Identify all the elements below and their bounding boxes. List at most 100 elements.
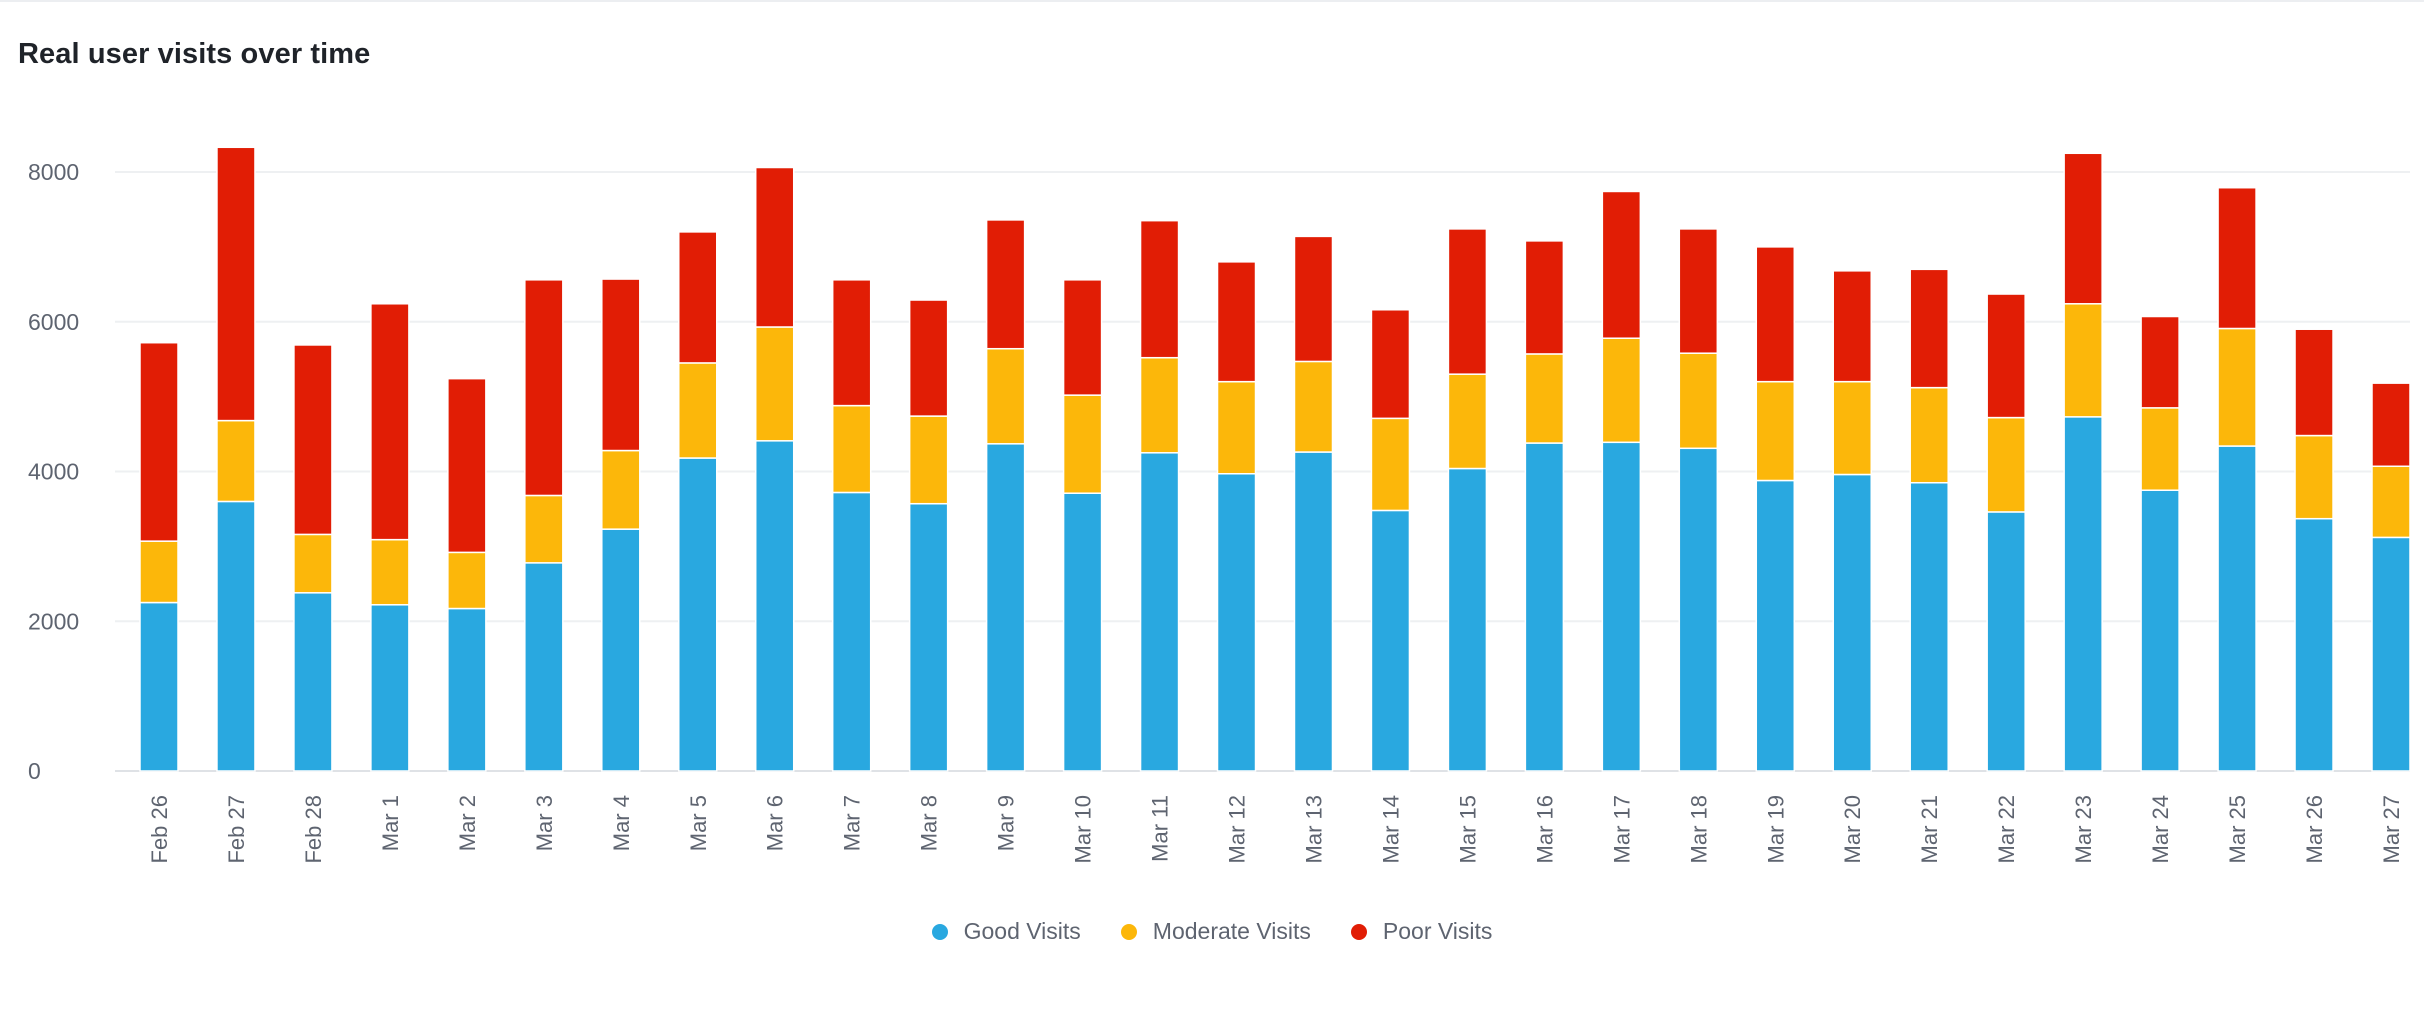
bar-segment <box>1216 380 1257 475</box>
bar-stack <box>139 341 179 772</box>
bar-stack <box>678 231 718 772</box>
x-tick-label: Feb 28 <box>301 795 326 864</box>
bar-segment <box>1216 261 1257 383</box>
bar-segment <box>1139 356 1180 454</box>
bar-segment <box>293 344 333 536</box>
bar-segment <box>601 278 641 452</box>
bar-stack <box>524 279 564 772</box>
bar-stack <box>1755 246 1796 772</box>
bar-segment <box>1832 380 1872 476</box>
legend-item[interactable]: Moderate Visits <box>1120 918 1311 945</box>
bar-segment <box>1062 394 1103 494</box>
bar-segment <box>293 592 333 772</box>
grid-lines <box>115 171 2410 772</box>
bar-segment <box>2063 152 2103 305</box>
x-tick-label: Mar 19 <box>1763 795 1788 863</box>
bar-segment <box>524 562 564 772</box>
bar-segment <box>1370 309 1411 420</box>
x-tick-label: Mar 3 <box>532 795 557 851</box>
bar-segment <box>1139 219 1180 359</box>
bar-stack <box>1293 235 1334 772</box>
bar-stack <box>2217 186 2257 772</box>
chart-title: Real user visits over time <box>18 38 371 70</box>
bar-segment <box>2294 434 2334 520</box>
x-tick-label: Mar 11 <box>1148 795 1173 862</box>
x-tick-label: Mar 20 <box>1840 795 1865 863</box>
x-tick-label: Mar 26 <box>2302 795 2327 863</box>
bar-stack <box>908 299 949 772</box>
bar-segment <box>447 551 487 610</box>
bar-segment <box>908 502 949 772</box>
x-tick-label: Mar 15 <box>1455 795 1480 863</box>
bar-segment <box>2217 327 2257 447</box>
bar-segment <box>1447 228 1488 375</box>
bar-segment <box>1524 442 1565 772</box>
bar-segment <box>2063 303 2103 418</box>
bar-segment <box>2217 186 2257 330</box>
y-tick-label: 6000 <box>28 309 79 335</box>
x-tick-label: Mar 10 <box>1071 795 1096 863</box>
bar-segment <box>524 279 564 497</box>
bar-stack <box>1601 190 1642 772</box>
bar-segment <box>2371 465 2411 539</box>
bar-stack <box>370 303 410 772</box>
bar-segment <box>1986 511 2026 772</box>
x-tick-label: Feb 27 <box>224 795 249 864</box>
bar-segment <box>1370 417 1411 512</box>
bar-segment <box>1909 386 1949 484</box>
top-divider <box>0 0 2424 2</box>
bar-stack <box>1062 279 1103 772</box>
legend-dot-icon <box>931 923 948 940</box>
bar-segment <box>1293 235 1334 363</box>
x-tick-label: Mar 9 <box>994 795 1019 851</box>
bar-segment <box>1755 479 1796 772</box>
bar-stack <box>1832 270 1872 772</box>
bar-segment <box>831 404 872 494</box>
bar-segment <box>1832 473 1872 772</box>
legend-label: Good Visits <box>963 918 1081 944</box>
x-tick-label: Mar 25 <box>2225 795 2250 863</box>
bar-segment <box>678 362 718 459</box>
bar-segment <box>2294 328 2334 437</box>
bar-segment <box>139 540 179 604</box>
chart-legend: Good Visits Moderate Visits Poor Visits <box>0 918 2424 945</box>
bar-stack <box>1524 240 1565 772</box>
legend-dot-icon <box>1350 923 1367 940</box>
bar-segment <box>370 303 410 541</box>
bar-segment <box>1909 481 1949 772</box>
bar-segment <box>370 604 410 772</box>
bar-segment <box>1678 228 1719 354</box>
bar-segment <box>1678 352 1719 450</box>
bar-segment <box>216 419 256 503</box>
x-tick-label: Mar 22 <box>1994 795 2019 863</box>
x-tick-label: Mar 27 <box>2379 795 2404 863</box>
bar-stack <box>1447 228 1488 772</box>
bar-segment <box>2294 517 2334 772</box>
bar-segment <box>447 607 487 772</box>
bar-stack <box>447 377 487 772</box>
x-tick-label: Mar 16 <box>1532 795 1557 863</box>
y-tick-label: 0 <box>28 758 41 784</box>
bar-segment <box>2140 489 2180 772</box>
bar-stack <box>831 279 872 772</box>
bar-stack <box>1216 261 1257 772</box>
x-tick-label: Mar 8 <box>917 795 942 851</box>
bar-segment <box>908 299 949 417</box>
bar-stack <box>601 278 641 772</box>
bar-segment <box>524 494 564 564</box>
legend-item[interactable]: Good Visits <box>931 918 1081 945</box>
bar-segment <box>1447 467 1488 772</box>
x-tick-label: Mar 18 <box>1686 795 1711 863</box>
bar-segment <box>678 457 718 772</box>
bar-stack <box>1909 268 1949 772</box>
y-tick-label: 8000 <box>28 159 79 185</box>
x-tick-label: Mar 6 <box>763 795 788 851</box>
bar-segment <box>370 538 410 606</box>
x-tick-label: Mar 24 <box>2148 795 2173 863</box>
legend-item[interactable]: Poor Visits <box>1350 918 1492 945</box>
bar-segment <box>831 491 872 772</box>
x-tick-label: Mar 1 <box>378 795 403 851</box>
bar-segment <box>831 279 872 407</box>
y-tick-label: 4000 <box>28 459 79 485</box>
bar-segment <box>985 347 1026 445</box>
